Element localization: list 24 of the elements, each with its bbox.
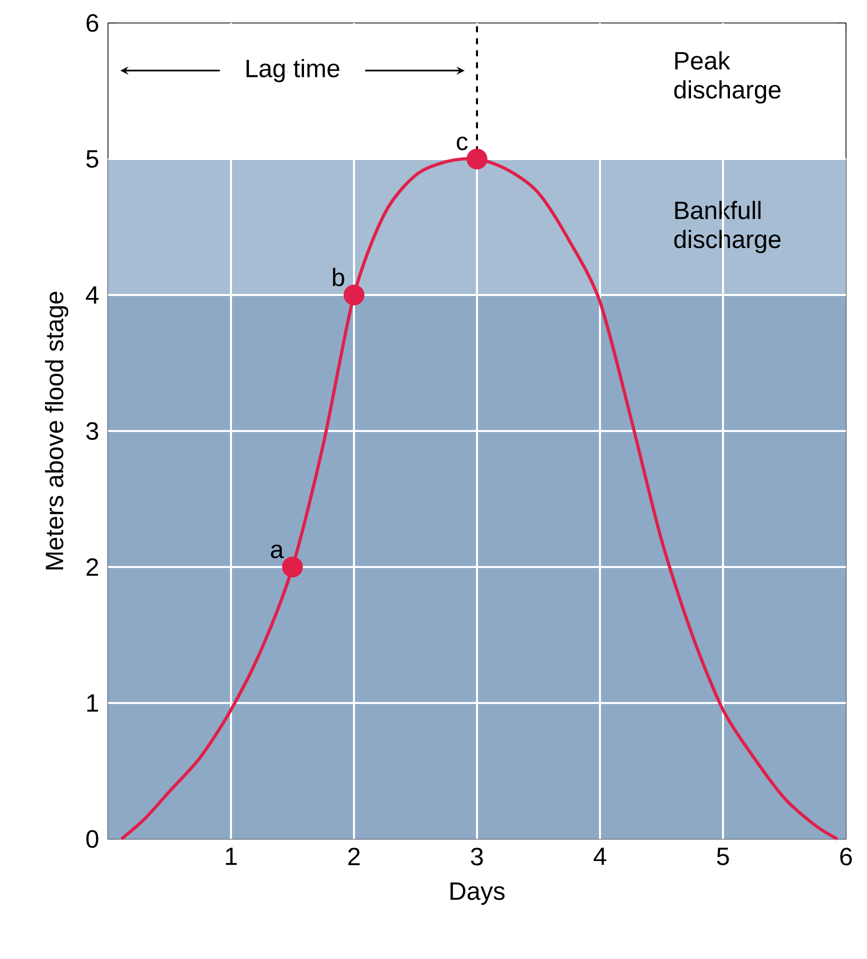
y-tick-label: 6 [86,14,98,32]
x-tick-label: 4 [594,848,606,865]
y-tick-label: 0 [86,830,98,848]
y-tick-label: 3 [86,422,98,440]
annotation: Lag time [246,58,340,82]
x-tick-label: 6 [840,848,852,866]
point [282,556,303,578]
x-tick-label: 3 [470,848,483,866]
point [466,148,488,170]
point [344,284,364,306]
annotation: Peak discharge [674,51,781,104]
y-tick-label: 5 [86,150,98,168]
y-axis-title: Meters above flood stage [44,292,68,570]
y-tick-label: 4 [86,286,99,304]
x-tick-label: 5 [717,848,729,866]
x-tick-label: 1 [226,848,237,865]
band-label: Bankfull discharge [674,200,781,254]
x-tick-label: 2 [348,848,360,866]
x-axis-title: Days [450,882,505,905]
annotation: c [456,136,468,150]
annotation: b [332,268,344,286]
annotation: a [270,544,284,558]
y-tick-label: 2 [86,558,98,576]
y-tick-label: 1 [87,694,98,712]
